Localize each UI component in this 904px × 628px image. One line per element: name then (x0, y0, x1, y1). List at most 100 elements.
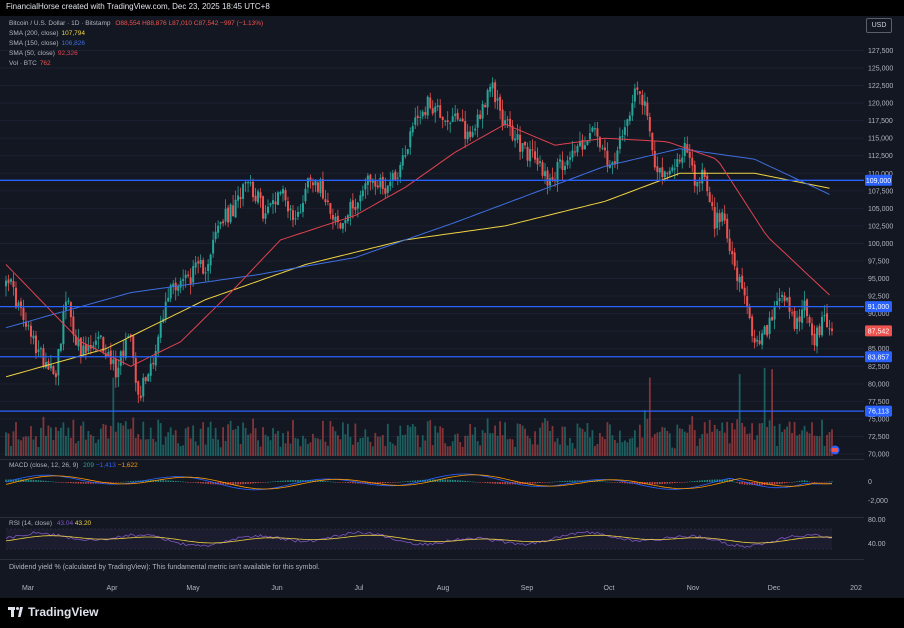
macd-histogram-bar (192, 482, 194, 483)
dividend-pane-separator[interactable] (0, 559, 864, 560)
candle-body (711, 202, 714, 207)
macd-histogram-bar (826, 481, 828, 483)
volume-bar (726, 421, 729, 456)
macd-histogram-bar (776, 482, 778, 485)
candle-body (272, 200, 275, 204)
y-tick-label: 105,000 (868, 206, 893, 213)
volume-bar (124, 421, 127, 456)
volume-bar (574, 448, 576, 456)
volume-bar (671, 447, 674, 456)
symbol-legend[interactable]: Bitcoin / U.S. Dollar · 1D · Bitstamp O8… (9, 20, 263, 27)
macd-histogram-bar (721, 479, 723, 482)
volume-bar (781, 432, 783, 456)
candle-body (37, 349, 40, 352)
candle-body (67, 300, 70, 302)
volume-bar (264, 434, 267, 456)
macd-histogram-bar (401, 481, 404, 483)
macd-histogram-bar (534, 482, 536, 484)
macd-histogram-bar (506, 482, 509, 485)
macd-histogram-bar (167, 480, 170, 482)
volume-bar (47, 425, 50, 456)
macd-histogram-bar (134, 480, 137, 482)
candle-body (179, 280, 182, 288)
candle-body (583, 145, 586, 150)
macd-histogram-bar (426, 479, 429, 482)
volume-bar (394, 445, 397, 456)
candle-body (24, 321, 27, 327)
rsi-tick-label: 40.00 (868, 541, 886, 548)
volume-bar (297, 438, 299, 456)
volume-bar (312, 433, 314, 456)
volume-bar (184, 428, 187, 456)
macd-histogram-bar (519, 482, 521, 485)
candle-body (269, 203, 272, 205)
candle-body (501, 109, 504, 126)
volume-bar (249, 433, 252, 456)
macd-histogram-bar (801, 480, 803, 482)
volume-bar (611, 435, 614, 456)
macd-histogram-bar (7, 479, 10, 482)
volume-bar (329, 421, 332, 456)
candle-body (566, 160, 569, 166)
volume-bar (733, 429, 736, 456)
macd-pane-separator[interactable] (0, 459, 864, 460)
macd-histogram-bar (429, 479, 432, 482)
volume-bar (663, 427, 666, 456)
candle-body (718, 213, 721, 223)
macd-histogram-bar (55, 481, 57, 483)
macd-histogram-bar (317, 480, 319, 482)
volume-bar (371, 446, 374, 456)
macd-histogram-bar (107, 482, 110, 483)
candle-body (117, 367, 120, 378)
volume-bar (289, 443, 292, 456)
candle-body (114, 358, 117, 378)
volume-bar (451, 441, 454, 456)
candle-body (361, 190, 364, 197)
sma200-legend[interactable]: SMA (200, close) 107,794 (9, 30, 85, 37)
macd-legend[interactable]: MACD (close, 12, 26, 9) 209 −1,413 −1,62… (9, 462, 138, 469)
volume-bar (446, 446, 449, 456)
macd-histogram-bar (703, 480, 706, 482)
candle-body (429, 97, 432, 109)
candle-body (613, 161, 616, 165)
volume-bar (354, 423, 357, 456)
ohlc-low: L87,010 (168, 20, 192, 27)
rsi-legend[interactable]: RSI (14, close) 43.04 43.20 (9, 520, 91, 527)
candle-body (197, 261, 200, 264)
macd-histogram-bar (813, 482, 816, 483)
volume-bar (154, 441, 157, 456)
candle-body (811, 323, 814, 336)
volume-legend[interactable]: Vol · BTC 762 (9, 60, 51, 67)
volume-bar (202, 422, 205, 456)
volume-bar (776, 446, 778, 456)
volume-bar (177, 443, 180, 456)
volume-bar (22, 436, 25, 456)
candle-body (281, 189, 284, 194)
volume-bar (194, 441, 197, 456)
candle-body (194, 262, 197, 268)
tradingview-logo[interactable]: TradingView (8, 605, 98, 619)
rsi-pane-separator[interactable] (0, 517, 864, 518)
volume-bar (42, 416, 45, 456)
candle-body (698, 181, 701, 183)
candle-body (796, 317, 799, 329)
currency-button[interactable]: USD (866, 18, 892, 33)
volume-bar (621, 442, 624, 456)
sma50-legend[interactable]: SMA (50, close) 92,326 (9, 50, 78, 57)
x-tick-label: Apr (107, 585, 119, 592)
macd-histogram-bar (688, 481, 691, 483)
volume-bar (454, 434, 457, 456)
volume-bar (569, 438, 571, 456)
macd-histogram-bar (584, 480, 586, 482)
candle-body (406, 149, 409, 154)
sma50-label: SMA (50, close) (9, 50, 55, 57)
macd-histogram-bar (414, 480, 417, 482)
volume-bar (391, 443, 394, 456)
sma150-legend[interactable]: SMA (150, close) 106,826 (9, 40, 85, 47)
candle-body (39, 348, 42, 350)
macd-histogram-bar (144, 480, 147, 482)
volume-bar (648, 377, 651, 456)
macd-histogram-bar (15, 479, 17, 482)
volume-bar (551, 425, 554, 456)
